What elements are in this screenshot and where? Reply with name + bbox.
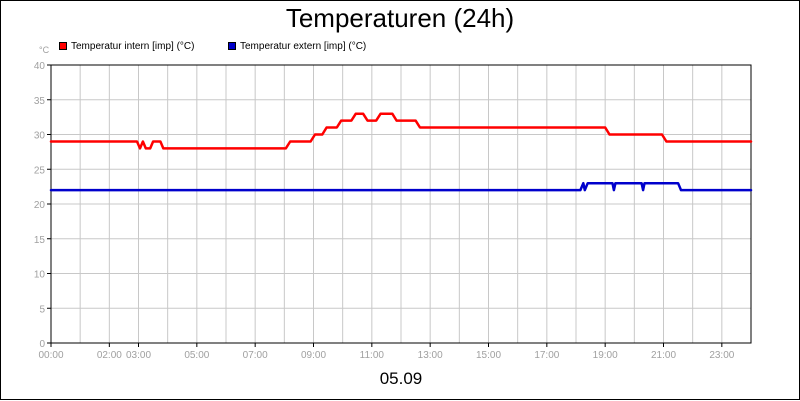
y-tick-label: 10 [34,270,46,281]
series-line-intern [49,112,753,150]
y-tick-label: 15 [34,235,46,246]
x-tick-label: 23:00 [709,350,734,361]
plot-border [50,64,752,344]
x-tick-label: 17:00 [534,350,559,361]
x-tick-label: 19:00 [593,350,618,361]
y-tick-label: 0 [39,339,45,350]
x-tick-label: 07:00 [243,350,268,361]
x-tick-label: 21:00 [651,350,676,361]
y-axis-unit-label: °C [39,45,50,55]
y-tick-label: 35 [34,96,46,107]
x-tick-label: 11:00 [360,350,385,361]
x-tick-label: 05:00 [184,350,209,361]
x-tick-label: 02:00 [97,350,122,361]
legend-swatch-intern [59,42,67,50]
x-axis-date-label: 05.09 [379,369,423,388]
y-tick-label: 20 [34,200,46,211]
legend-label-intern: Temperatur intern [imp] (°C) [71,40,195,52]
legend-item-extern: Temperatur extern [imp] (°C) [228,40,366,52]
legend-label-extern: Temperatur extern [imp] (°C) [240,40,367,52]
chart-title: Temperaturen (24h) [285,3,515,33]
y-tick-label: 30 [34,131,46,142]
x-tick-label: 00:00 [38,350,63,361]
x-tick-label: 03:00 [126,350,151,361]
x-tick-label: 15:00 [476,350,501,361]
series-line-extern [49,181,753,192]
legend-swatch-extern [228,42,236,50]
y-tick-label: 40 [34,61,46,72]
y-tick-label: 25 [34,165,46,176]
y-tick-label: 5 [39,304,45,315]
x-tick-label: 13:00 [418,350,443,361]
x-tick-label: 09:00 [301,350,326,361]
legend-item-intern: Temperatur intern [imp] (°C) [59,40,194,52]
